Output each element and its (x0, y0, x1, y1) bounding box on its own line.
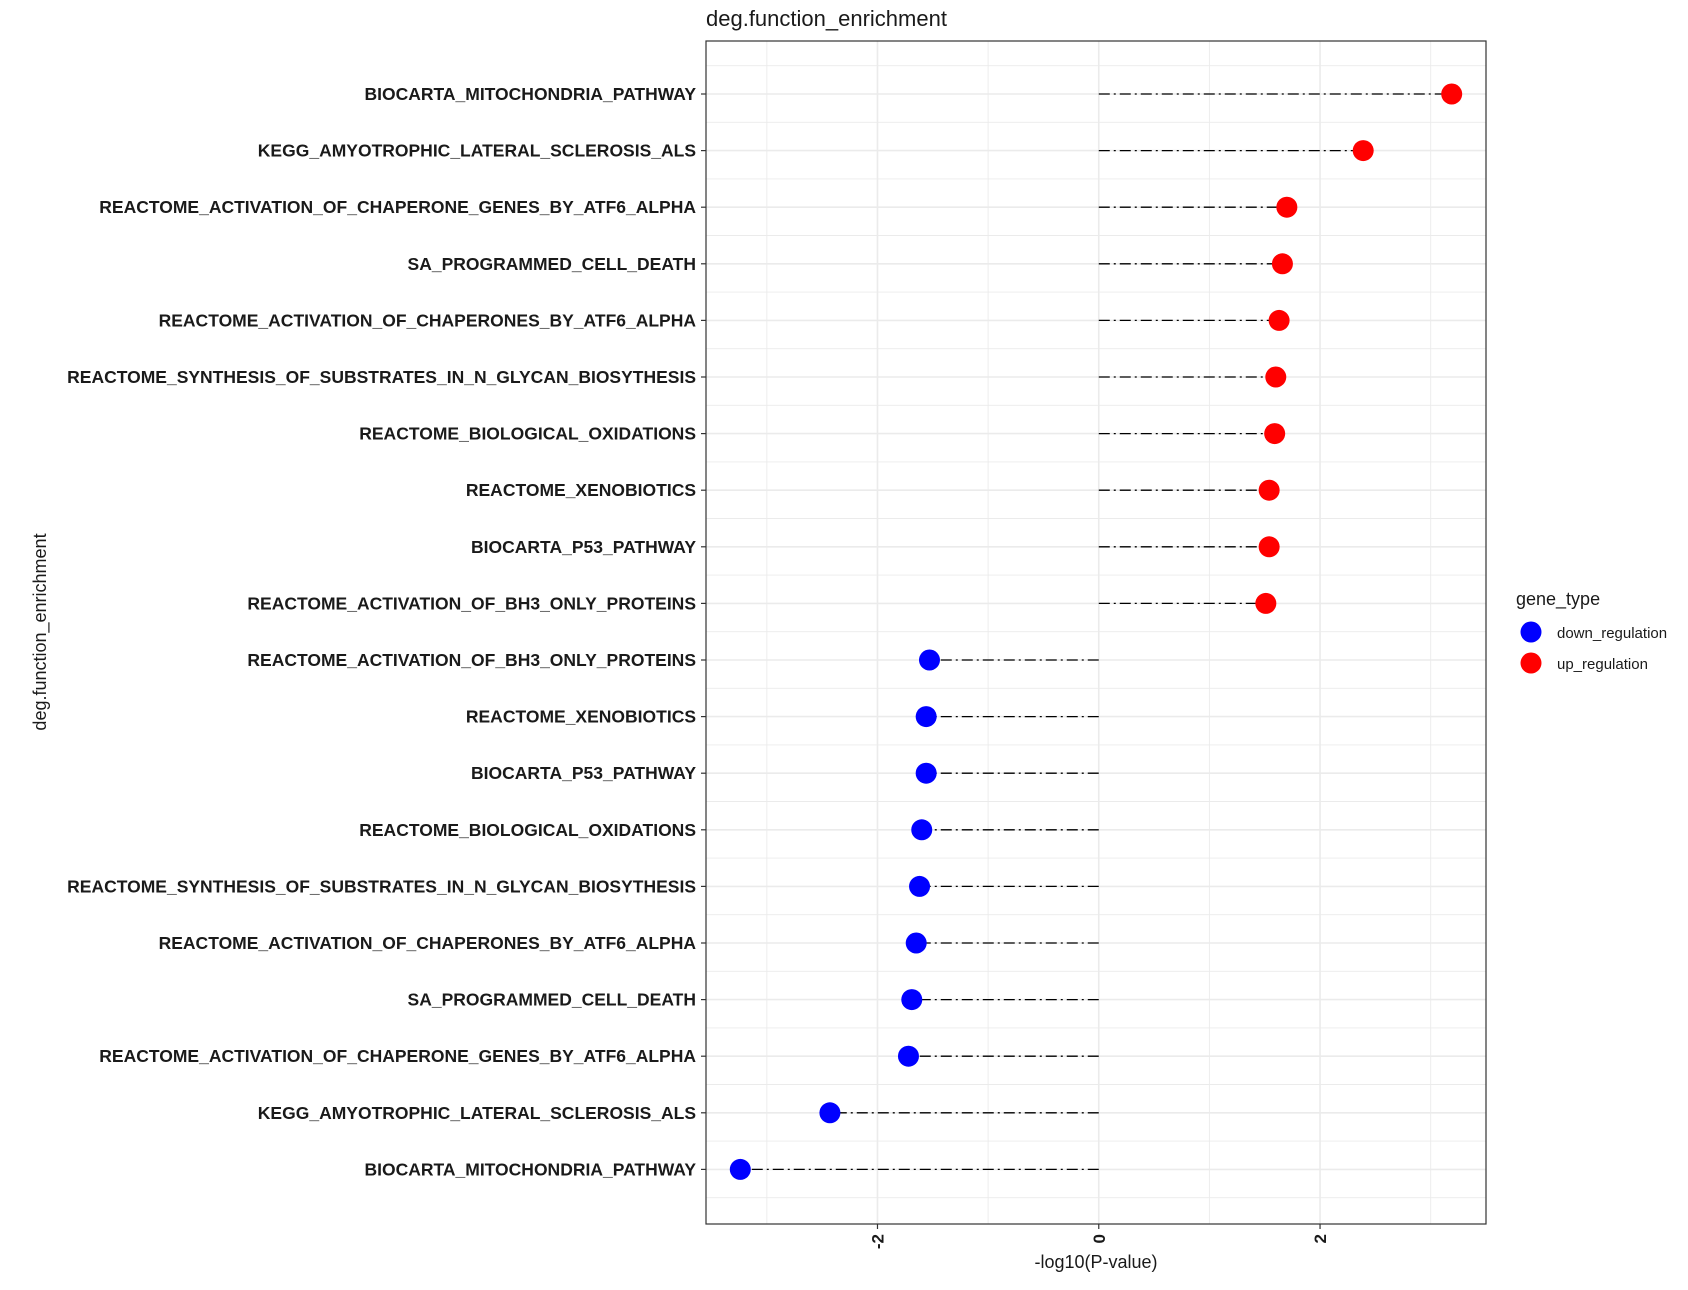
data-point (915, 762, 937, 784)
data-point (911, 819, 933, 841)
y-tick-label: REACTOME_BIOLOGICAL_OXIDATIONS (359, 424, 696, 444)
legend-label-up-regulation: up_regulation (1557, 656, 1648, 673)
data-point (1271, 253, 1293, 275)
x-tick-label: 2 (1311, 1234, 1330, 1243)
data-point (909, 875, 931, 897)
x-axis-title: -log10(P-value) (1034, 1252, 1157, 1272)
y-tick-label: REACTOME_ACTIVATION_OF_CHAPERONE_GENES_B… (99, 1046, 696, 1066)
legend-key-down-regulation (1520, 621, 1542, 643)
y-tick-label: SA_PROGRAMMED_CELL_DEATH (408, 254, 696, 274)
legend-key-up-regulation (1520, 652, 1542, 674)
y-tick-label: REACTOME_SYNTHESIS_OF_SUBSTRATES_IN_N_GL… (67, 367, 696, 387)
data-point (1258, 536, 1280, 558)
chart-title: deg.function_enrichment (706, 6, 947, 31)
data-point (901, 989, 923, 1011)
y-axis-title: deg.function_enrichment (30, 533, 51, 730)
y-tick-label: REACTOME_ACTIVATION_OF_CHAPERONES_BY_ATF… (159, 933, 697, 953)
lollipop-stems (740, 93, 1452, 1171)
data-point (729, 1158, 751, 1180)
legend-title: gene_type (1516, 589, 1600, 610)
legend-label-down-regulation: down_regulation (1557, 625, 1667, 642)
y-tick-label: BIOCARTA_P53_PATHWAY (471, 537, 696, 557)
data-point (1264, 423, 1286, 445)
y-tick-label: BIOCARTA_MITOCHONDRIA_PATHWAY (364, 1159, 696, 1179)
y-tick-label: REACTOME_SYNTHESIS_OF_SUBSTRATES_IN_N_GL… (67, 876, 696, 896)
plot-panel (705, 40, 1487, 1225)
y-tick-label: REACTOME_BIOLOGICAL_OXIDATIONS (359, 820, 696, 840)
data-point (1441, 83, 1463, 105)
x-tick-label: -2 (868, 1234, 887, 1249)
y-tick-label: REACTOME_ACTIVATION_OF_BH3_ONLY_PROTEINS (247, 593, 696, 613)
data-point (918, 649, 940, 671)
x-axis-ticks: -2 0 2 (868, 1224, 1330, 1249)
y-tick-label: REACTOME_ACTIVATION_OF_CHAPERONE_GENES_B… (99, 197, 696, 217)
data-point (897, 1045, 919, 1067)
plot-background (706, 41, 1486, 1224)
y-axis-labels: BIOCARTA_MITOCHONDRIA_PATHWAY KEGG_AMYOTR… (67, 84, 706, 1179)
x-tick-label: 0 (1090, 1234, 1109, 1243)
y-tick-label: REACTOME_ACTIVATION_OF_CHAPERONES_BY_ATF… (159, 310, 697, 330)
data-point (1255, 592, 1277, 614)
data-point (905, 932, 927, 954)
y-tick-label: REACTOME_XENOBIOTICS (466, 707, 696, 727)
y-tick-label: BIOCARTA_MITOCHONDRIA_PATHWAY (364, 84, 696, 104)
y-tick-label: KEGG_AMYOTROPHIC_LATERAL_SCLEROSIS_ALS (258, 141, 696, 161)
data-point (915, 706, 937, 728)
data-points (729, 83, 1463, 1180)
y-tick-label: KEGG_AMYOTROPHIC_LATERAL_SCLEROSIS_ALS (258, 1103, 696, 1123)
data-point (1268, 309, 1290, 331)
data-point (1352, 140, 1374, 162)
legend: gene_type down_regulation up_regulation (1516, 589, 1667, 674)
y-tick-label: REACTOME_ACTIVATION_OF_BH3_ONLY_PROTEINS (247, 650, 696, 670)
data-point (1276, 196, 1298, 218)
data-point (1258, 479, 1280, 501)
y-tick-label: BIOCARTA_P53_PATHWAY (471, 763, 696, 783)
y-tick-label: SA_PROGRAMMED_CELL_DEATH (408, 990, 696, 1010)
data-point (1265, 366, 1287, 388)
y-tick-label: REACTOME_XENOBIOTICS (466, 480, 696, 500)
data-point (819, 1102, 841, 1124)
grid (706, 41, 1486, 1224)
